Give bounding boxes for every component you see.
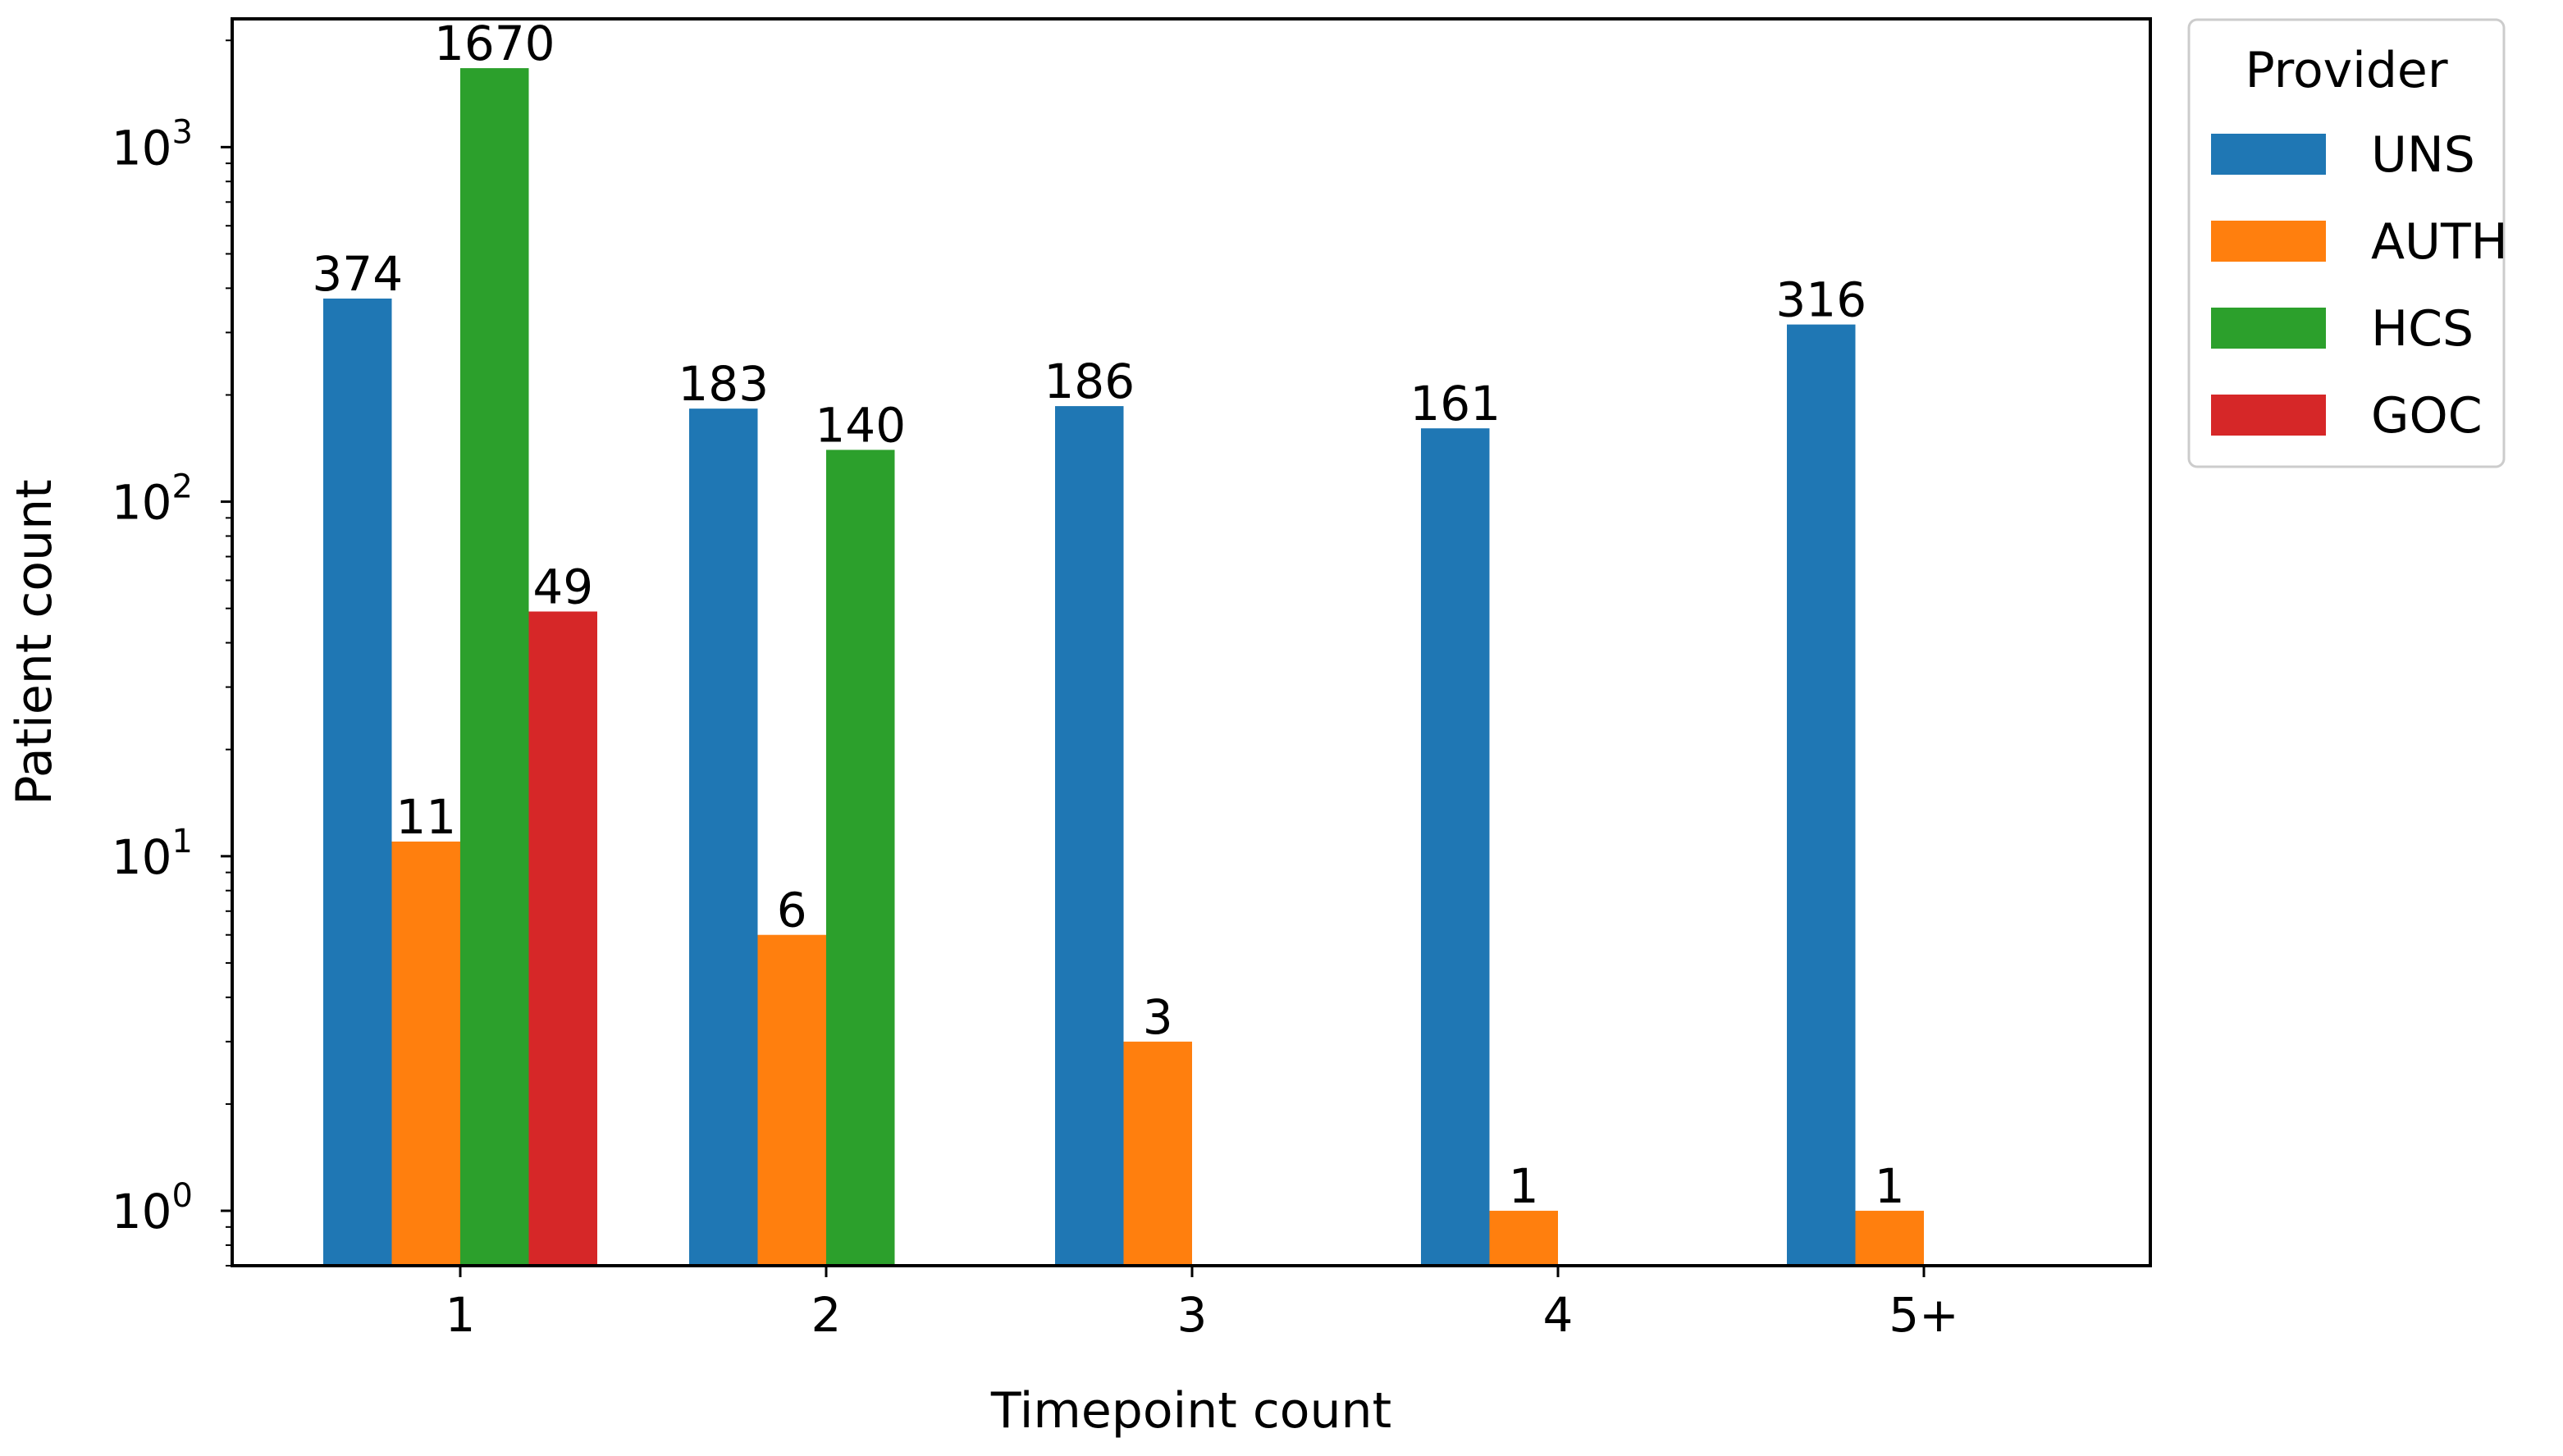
data-label-uns-2: 183 [678,356,769,412]
y-tick-label: 102 [112,468,193,531]
legend-frame [2187,18,2506,468]
x-tick-label: 4 [1543,1287,1574,1343]
bar-auth-3 [1123,1041,1192,1266]
bar-hcs-2 [826,450,895,1266]
data-label-uns-4: 161 [1409,376,1501,431]
bar-uns-2 [689,409,758,1267]
data-label-uns-3: 186 [1044,354,1135,409]
data-label-auth-3: 3 [1143,989,1173,1045]
data-label-auth-4: 1 [1509,1158,1539,1214]
y-tick-label: 101 [112,823,193,885]
data-label-uns-5plus: 316 [1775,272,1866,328]
legend-label-goc: GOC [2371,387,2483,445]
bar-uns-1 [323,298,392,1266]
x-tick-label: 3 [1177,1287,1208,1343]
data-label-hcs-2: 140 [815,397,906,453]
bar-uns-3 [1055,406,1124,1267]
y-axis-title: Patient count [6,479,63,805]
y-tick-label: 103 [112,113,193,176]
data-label-auth-5plus: 1 [1875,1158,1905,1214]
x-axis-title: Timepoint count [990,1382,1391,1440]
bar-goc-1 [528,611,597,1266]
legend: Provider UNS AUTH HCS GOC [2187,18,2508,468]
legend-swatch-auth [2211,221,2326,262]
data-label-uns-1: 374 [312,246,403,302]
bar-auth-2 [757,934,826,1266]
bar-auth-5plus [1855,1211,1924,1266]
data-label-auth-1: 11 [395,789,456,845]
bar-auth-1 [391,841,460,1266]
bar-uns-5plus [1787,324,1856,1267]
legend-label-hcs: HCS [2371,300,2474,358]
legend-swatch-goc [2211,395,2326,436]
legend-swatch-uns [2211,134,2326,175]
legend-label-auth: AUTH [2371,213,2508,271]
data-label-goc-1: 49 [532,559,593,614]
x-tick-label: 1 [445,1287,476,1343]
x-axis: 1 2 3 4 5+ [445,1266,1959,1343]
bars-group [323,68,1924,1267]
data-label-auth-2: 6 [777,883,807,938]
y-tick-label: 100 [112,1177,193,1239]
bar-uns-4 [1421,428,1490,1266]
legend-swatch-hcs [2211,308,2326,349]
x-tick-label: 5+ [1889,1287,1959,1343]
bar-auth-4 [1489,1211,1558,1266]
bar-hcs-1 [460,68,529,1266]
x-tick-label: 2 [811,1287,842,1343]
data-label-hcs-1: 1670 [434,16,555,71]
y-axis: 100 101 102 103 [112,39,232,1267]
legend-title: Provider [2245,42,2447,99]
legend-label-uns: UNS [2371,126,2475,184]
